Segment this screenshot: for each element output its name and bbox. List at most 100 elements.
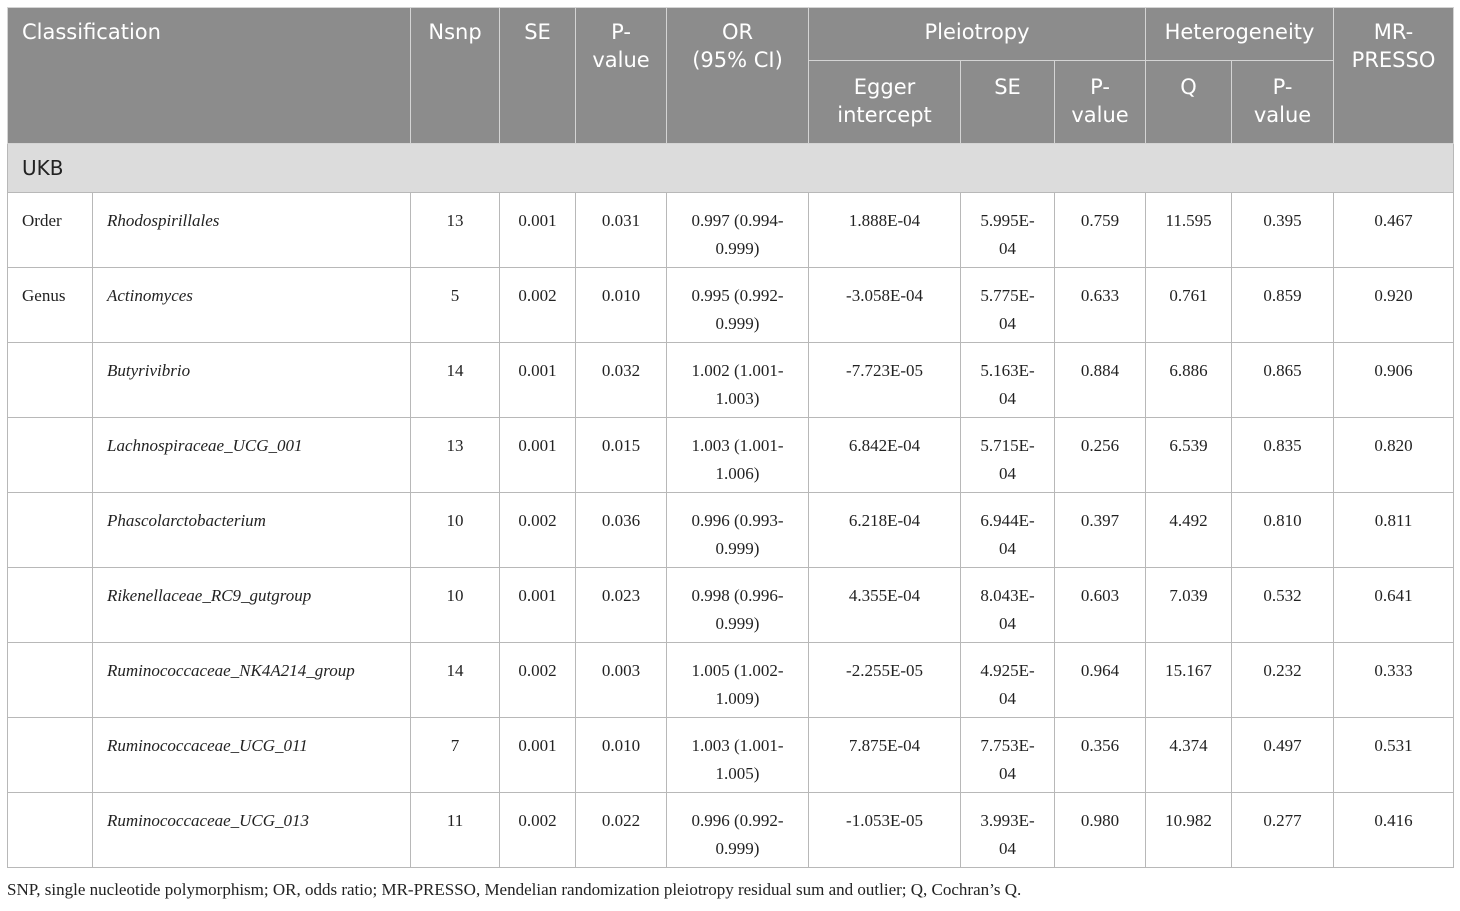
heterogeneity-pvalue-cell: 0.859 <box>1231 267 1335 343</box>
pleiotropy-pvalue-cell: 0.603 <box>1054 567 1147 643</box>
table-row: Ruminococcaceae_UCG_011 7 0.001 0.010 1.003 … <box>7 717 1455 793</box>
header-classification: Classification <box>6 7 412 144</box>
q-cell: 11.595 <box>1145 192 1233 268</box>
table-row: Ruminococcaceae_NK4A214_group 14 0.002 0.00… <box>7 642 1455 718</box>
taxon-cell: Rikenellaceae_RC9_gutgroup <box>91 567 412 643</box>
pleiotropy-se-cell: 5.715E- 04 <box>960 417 1056 493</box>
taxon-cell: Rhodospirillales <box>91 192 412 268</box>
or-ci-cell: 0.996 (0.992- 0.999) <box>666 792 810 868</box>
nsnp-cell: 10 <box>410 492 501 568</box>
pvalue-cell: 0.010 <box>575 267 668 343</box>
taxon-cell: Lachnospiraceae_UCG_001 <box>91 417 412 493</box>
classification-cell: Genus <box>7 267 93 343</box>
or-ci-cell: 1.005 (1.002- 1.009) <box>666 642 810 718</box>
header-q: Q <box>1145 60 1233 144</box>
header-nsnp: Nsnp <box>410 7 501 144</box>
egger-intercept-cell: -2.255E-05 <box>808 642 962 718</box>
or-ci-cell: 0.997 (0.994- 0.999) <box>666 192 810 268</box>
or-ci-cell: 0.998 (0.996- 0.999) <box>666 567 810 643</box>
nsnp-cell: 14 <box>410 642 501 718</box>
header-or: OR (95% CI) <box>666 7 810 144</box>
header-mrpresso: MR- PRESSO <box>1333 7 1455 144</box>
pleiotropy-pvalue-cell: 0.759 <box>1054 192 1147 268</box>
mrpresso-cell: 0.416 <box>1333 792 1455 868</box>
heterogeneity-pvalue-cell: 0.810 <box>1231 492 1335 568</box>
q-cell: 4.374 <box>1145 717 1233 793</box>
nsnp-cell: 13 <box>410 192 501 268</box>
se-cell: 0.002 <box>499 642 577 718</box>
or-ci-cell: 1.003 (1.001- 1.005) <box>666 717 810 793</box>
header-pleiotropy: Pleiotropy <box>808 7 1147 61</box>
nsnp-cell: 13 <box>410 417 501 493</box>
classification-cell: Order <box>7 192 93 268</box>
pvalue-cell: 0.022 <box>575 792 668 868</box>
heterogeneity-pvalue-cell: 0.277 <box>1231 792 1335 868</box>
egger-intercept-cell: -1.053E-05 <box>808 792 962 868</box>
se-cell: 0.001 <box>499 567 577 643</box>
table-row: Genus Actinomyces 5 0.002 0.010 0.995 (0.992-… <box>7 267 1455 343</box>
se-cell: 0.002 <box>499 267 577 343</box>
se-cell: 0.001 <box>499 417 577 493</box>
taxon-cell: Ruminococcaceae_UCG_011 <box>91 717 412 793</box>
nsnp-cell: 5 <box>410 267 501 343</box>
se-cell: 0.001 <box>499 717 577 793</box>
taxon-cell: Phascolarctobacterium <box>91 492 412 568</box>
pleiotropy-pvalue-cell: 0.633 <box>1054 267 1147 343</box>
pleiotropy-se-cell: 8.043E- 04 <box>960 567 1056 643</box>
q-cell: 10.982 <box>1145 792 1233 868</box>
egger-intercept-cell: 4.355E-04 <box>808 567 962 643</box>
pleiotropy-se-cell: 7.753E- 04 <box>960 717 1056 793</box>
table-row: Butyrivibrio 14 0.001 0.032 1.002 (1.001- 1.… <box>7 342 1455 418</box>
taxon-cell: Ruminococcaceae_NK4A214_group <box>91 642 412 718</box>
heterogeneity-pvalue-cell: 0.497 <box>1231 717 1335 793</box>
header-pvalue: P- value <box>575 7 668 144</box>
egger-intercept-cell: 6.218E-04 <box>808 492 962 568</box>
or-ci-cell: 0.995 (0.992- 0.999) <box>666 267 810 343</box>
egger-intercept-cell: 6.842E-04 <box>808 417 962 493</box>
or-ci-cell: 1.002 (1.001- 1.003) <box>666 342 810 418</box>
mrpresso-cell: 0.906 <box>1333 342 1455 418</box>
table-row: Phascolarctobacterium 10 0.002 0.036 0.996 (… <box>7 492 1455 568</box>
pleiotropy-se-cell: 5.995E- 04 <box>960 192 1056 268</box>
header-pleiotropy-se: SE <box>960 60 1056 144</box>
q-cell: 7.039 <box>1145 567 1233 643</box>
results-table: Classification Nsnp SE P- value OR (95% … <box>6 7 1455 868</box>
pleiotropy-pvalue-cell: 0.980 <box>1054 792 1147 868</box>
heterogeneity-pvalue-cell: 0.835 <box>1231 417 1335 493</box>
group-label: UKB <box>6 143 1455 193</box>
egger-intercept-cell: 1.888E-04 <box>808 192 962 268</box>
table-row: Lachnospiraceae_UCG_001 13 0.001 0.015 1.003… <box>7 417 1455 493</box>
nsnp-cell: 10 <box>410 567 501 643</box>
header-egger-intercept: Egger intercept <box>808 60 962 144</box>
q-cell: 4.492 <box>1145 492 1233 568</box>
q-cell: 0.761 <box>1145 267 1233 343</box>
header-heterogeneity-pvalue: P- value <box>1231 60 1335 144</box>
pleiotropy-pvalue-cell: 0.884 <box>1054 342 1147 418</box>
mrpresso-cell: 0.333 <box>1333 642 1455 718</box>
classification-cell <box>7 417 93 493</box>
pvalue-cell: 0.036 <box>575 492 668 568</box>
table-row: Ruminococcaceae_UCG_013 11 0.002 0.022 0.996… <box>7 792 1455 868</box>
q-cell: 6.886 <box>1145 342 1233 418</box>
classification-cell <box>7 642 93 718</box>
heterogeneity-pvalue-cell: 0.532 <box>1231 567 1335 643</box>
heterogeneity-pvalue-cell: 0.395 <box>1231 192 1335 268</box>
pleiotropy-se-cell: 4.925E- 04 <box>960 642 1056 718</box>
table-row: Rikenellaceae_RC9_gutgroup 10 0.001 0.023 0.… <box>7 567 1455 643</box>
taxon-cell: Actinomyces <box>91 267 412 343</box>
se-cell: 0.002 <box>499 792 577 868</box>
q-cell: 6.539 <box>1145 417 1233 493</box>
header-se: SE <box>499 7 577 144</box>
mrpresso-cell: 0.811 <box>1333 492 1455 568</box>
pleiotropy-pvalue-cell: 0.964 <box>1054 642 1147 718</box>
header-heterogeneity: Heterogeneity <box>1145 7 1335 61</box>
se-cell: 0.002 <box>499 492 577 568</box>
egger-intercept-cell: -7.723E-05 <box>808 342 962 418</box>
pleiotropy-pvalue-cell: 0.256 <box>1054 417 1147 493</box>
se-cell: 0.001 <box>499 342 577 418</box>
table-row: Order Rhodospirillales 13 0.001 0.031 0.997 (… <box>7 192 1455 268</box>
nsnp-cell: 11 <box>410 792 501 868</box>
pvalue-cell: 0.010 <box>575 717 668 793</box>
classification-cell <box>7 792 93 868</box>
taxon-cell: Butyrivibrio <box>91 342 412 418</box>
